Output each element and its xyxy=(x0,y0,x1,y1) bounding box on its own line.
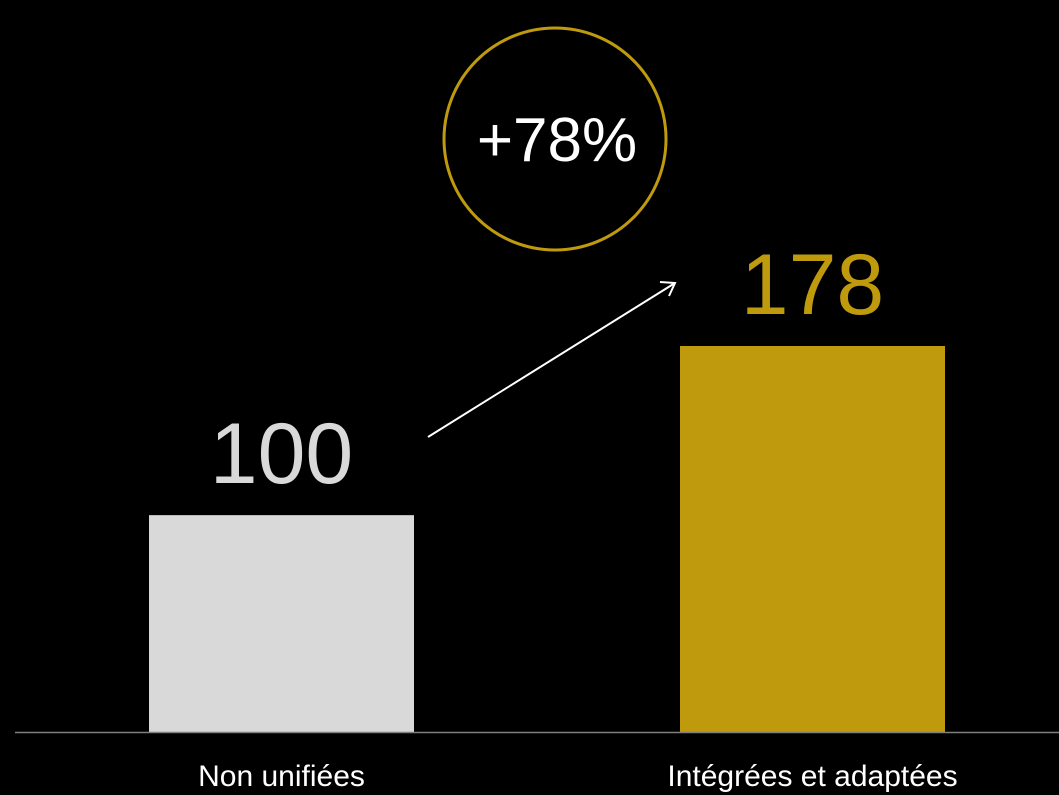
growth-annotation-circle xyxy=(442,26,668,252)
bar-2 xyxy=(680,346,945,732)
value-label-1: 100 xyxy=(210,406,354,502)
category-labels-group: Non unifiées Intégrées et adaptées xyxy=(198,760,958,793)
category-label-2: Intégrées et adaptées xyxy=(667,760,957,793)
bars-group xyxy=(149,346,945,732)
growth-arrow-head xyxy=(659,281,677,297)
growth-arrow-line xyxy=(427,282,676,438)
value-label-2: 178 xyxy=(741,237,885,333)
bar-1 xyxy=(149,515,414,732)
category-label-1: Non unifiées xyxy=(198,760,365,793)
value-labels-group: 100 178 xyxy=(210,237,885,502)
growth-annotation-text: +78% xyxy=(477,106,637,175)
